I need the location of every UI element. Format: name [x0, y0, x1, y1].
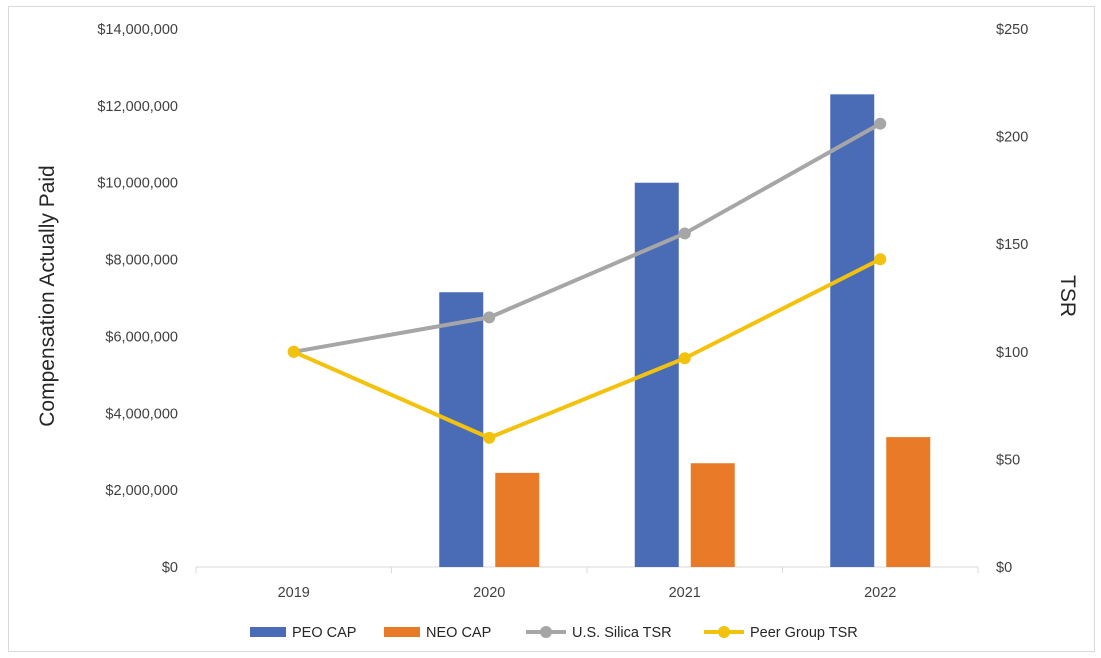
y2-tick-label: $200 — [996, 130, 1028, 146]
legend-label-neo-cap: NEO CAP — [426, 625, 491, 641]
point-peer-group-tsr — [874, 253, 887, 266]
bar-neo-cap — [886, 437, 931, 567]
legend-marker-peer-group-tsr — [718, 626, 730, 638]
y-tick-label: $2,000,000 — [105, 483, 178, 499]
legend-swatch-peo-cap — [250, 627, 286, 637]
x-axis-ticks: 2019 2020 2021 2022 — [195, 567, 979, 601]
point-peer-group-tsr — [483, 431, 496, 444]
bar-neo-cap — [495, 472, 540, 567]
y2-tick-label: $50 — [996, 452, 1020, 468]
x-tick-label: 2022 — [864, 585, 896, 601]
y2-tick-label: $100 — [996, 345, 1028, 361]
y2-tick-label: $150 — [996, 237, 1028, 253]
line-peer-group-tsr — [291, 257, 883, 440]
point-u-s-silica-tsr — [874, 117, 887, 130]
y2-tick-label: $0 — [996, 560, 1012, 576]
y-axis-title: Compensation Actually Paid — [36, 165, 59, 427]
y-tick-label: $10,000,000 — [97, 176, 178, 192]
bar-peo-cap — [439, 292, 484, 567]
left-axis-ticks: $0 $2,000,000 $4,000,000 $6,000,000 $8,000,0… — [97, 22, 178, 576]
y-tick-label: $12,000,000 — [97, 99, 178, 115]
legend: PEO CAP NEO CAP U.S. Silica TSR Peer Group … — [250, 625, 858, 641]
x-tick-label: 2019 — [278, 585, 310, 601]
x-tick-label: 2020 — [473, 585, 505, 601]
legend-label-peo-cap: PEO CAP — [292, 625, 356, 641]
y2-axis-title: TSR — [1056, 275, 1079, 317]
y2-tick-label: $250 — [996, 22, 1028, 38]
bars — [439, 94, 931, 567]
point-peer-group-tsr — [678, 352, 691, 365]
right-axis-ticks: $0 $50 $100 $150 $200 $250 — [996, 22, 1028, 576]
line-u-s-silica-tsr — [291, 121, 883, 354]
bar-neo-cap — [690, 463, 735, 567]
bar-peo-cap — [830, 94, 875, 567]
y-tick-label: $8,000,000 — [105, 253, 178, 269]
point-peer-group-tsr — [287, 345, 300, 358]
x-tick-label: 2021 — [669, 585, 701, 601]
legend-label-u-s-silica-tsr: U.S. Silica TSR — [572, 625, 672, 641]
point-u-s-silica-tsr — [678, 227, 691, 240]
y-tick-label: $0 — [162, 560, 178, 576]
y-tick-label: $4,000,000 — [105, 406, 178, 422]
legend-swatch-neo-cap — [384, 627, 420, 637]
legend-marker-u-s-silica-tsr — [540, 626, 552, 638]
point-u-s-silica-tsr — [483, 311, 496, 324]
legend-label-peer-group-tsr: Peer Group TSR — [750, 625, 858, 641]
tsr-lines — [287, 117, 887, 444]
y-tick-label: $14,000,000 — [97, 22, 178, 38]
y-tick-label: $6,000,000 — [105, 329, 178, 345]
